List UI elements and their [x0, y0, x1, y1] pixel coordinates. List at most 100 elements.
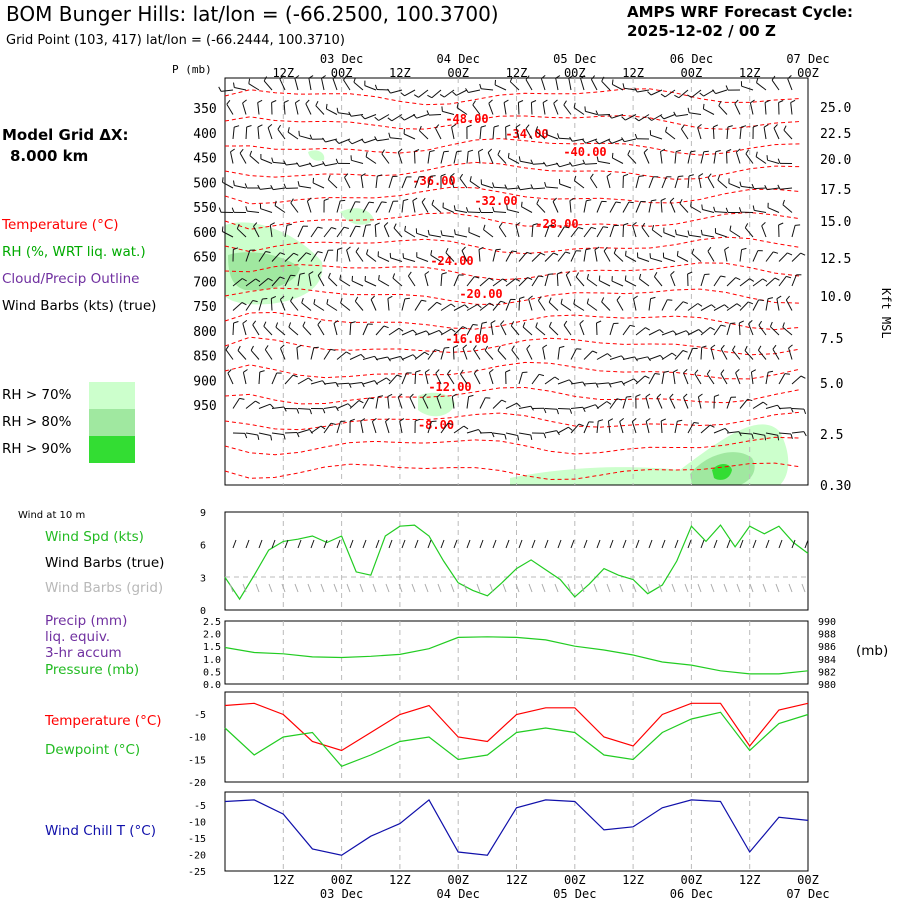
wind-barb — [375, 176, 378, 189]
wind-barb — [336, 421, 341, 434]
wind-barb-flag — [764, 185, 768, 190]
surface-grid-barb — [632, 583, 637, 593]
wind-barb-flag — [573, 175, 577, 181]
surface-grid-barb — [333, 583, 338, 593]
wind-barb — [765, 298, 769, 311]
isotherm-label: -28.00 — [535, 217, 578, 231]
wind-barb — [427, 301, 438, 311]
pressure-tick-label: 650 — [193, 251, 216, 266]
wind-barb-flag — [769, 321, 773, 327]
wind-barb — [687, 348, 694, 360]
wind-barb — [573, 107, 585, 115]
surface-grid-barb — [346, 583, 351, 593]
pressure-line — [224, 636, 809, 675]
wind-barb-flag — [346, 351, 351, 355]
wind-barb-flag — [767, 370, 774, 373]
time-tick-label: 12Z — [622, 66, 644, 80]
surface-grid-barb — [515, 583, 520, 593]
surface-grid-barb — [567, 583, 572, 593]
wind-barb — [338, 138, 351, 144]
wind-barb-flag — [307, 197, 312, 202]
wind-barb-flag — [497, 149, 501, 155]
wind-barb-flag — [452, 91, 457, 96]
wind-barb — [247, 210, 260, 213]
wind-barb — [346, 249, 351, 262]
wind-barb — [584, 163, 598, 165]
time-tick-label: 12Z — [272, 66, 294, 80]
wind-barb — [312, 163, 325, 168]
wind-barb-flag — [651, 224, 655, 231]
wind-barb-flag — [397, 148, 403, 153]
wind-barb — [327, 179, 338, 189]
surface-wind-barb — [375, 539, 380, 549]
wind-barb-flag — [355, 225, 361, 228]
wind-barb — [349, 353, 362, 360]
wind-barb-flag — [751, 369, 757, 373]
surface-wind-barb — [791, 539, 796, 549]
wind-barb — [493, 186, 507, 189]
wind-barb — [536, 203, 546, 213]
wind-barb — [583, 404, 596, 409]
isotherm-contour — [224, 411, 801, 431]
wind-barb-flag — [638, 175, 644, 177]
bottom-time-label: 00Z — [331, 873, 353, 887]
wind-barb-flag — [663, 370, 670, 373]
wind-barb — [440, 151, 445, 164]
wind-barb-flag — [598, 419, 604, 422]
wind-barb — [321, 78, 325, 91]
wind-barb-flag — [772, 344, 777, 350]
wind-barb — [418, 89, 429, 98]
wind-barb — [459, 178, 468, 189]
wind-barb — [544, 430, 557, 434]
wind-barb-flag — [296, 408, 300, 414]
surface-grid-barb — [281, 583, 286, 593]
wind-barb — [500, 324, 507, 336]
wind-barb — [713, 304, 725, 311]
bottom-date-label: 07 Dec — [786, 887, 829, 900]
wind-barb-flag — [473, 369, 478, 374]
wind-barb — [522, 326, 533, 336]
wind-barb-flag — [515, 222, 521, 226]
pressure-tick-label: 400 — [193, 127, 216, 142]
wind-barb — [520, 160, 533, 164]
wind-barb — [451, 396, 455, 409]
bottom-date-label: 03 Dec — [320, 887, 363, 900]
wind-barb — [557, 226, 565, 238]
wind-barb-flag — [553, 252, 559, 256]
wind-barb — [239, 152, 247, 164]
wind-barb — [583, 421, 590, 434]
wind-barb-flag — [592, 350, 598, 354]
wind-barb-flag — [536, 199, 540, 205]
wind-barb — [674, 176, 679, 189]
wind-barb-flag — [279, 252, 285, 255]
wind-barb — [349, 382, 362, 385]
wind-barb-flag — [787, 75, 792, 80]
wind-barb-flag — [596, 156, 599, 162]
wind-barb — [741, 185, 754, 189]
wind-barb — [707, 177, 715, 189]
wind-barb — [401, 354, 414, 360]
wind-barb — [351, 138, 364, 145]
wind-barb — [232, 398, 240, 409]
wind-barb — [702, 209, 715, 213]
wind-barb-flag — [233, 247, 239, 250]
wind-barb — [624, 138, 637, 143]
wind-barb-flag — [778, 100, 784, 103]
wind-barb — [273, 161, 286, 164]
wind-barb — [429, 234, 442, 238]
wind-barb — [509, 81, 520, 91]
wind-barb — [627, 154, 637, 164]
surface-wind-barb — [531, 539, 536, 549]
wind-barb — [755, 156, 767, 164]
wind-barb-flag — [634, 117, 640, 122]
wind-barb — [676, 114, 689, 117]
wind-barb-flag — [498, 222, 503, 228]
temperature-tick: -15 — [188, 755, 206, 766]
wind-barb-flag — [753, 124, 759, 128]
wind-barb — [690, 206, 702, 213]
wind-barb — [596, 322, 598, 336]
wind-barb-flag — [302, 321, 306, 327]
height-tick-label: 22.5 — [820, 127, 851, 142]
wind-barb — [710, 347, 715, 360]
isotherm-contour — [224, 236, 801, 255]
